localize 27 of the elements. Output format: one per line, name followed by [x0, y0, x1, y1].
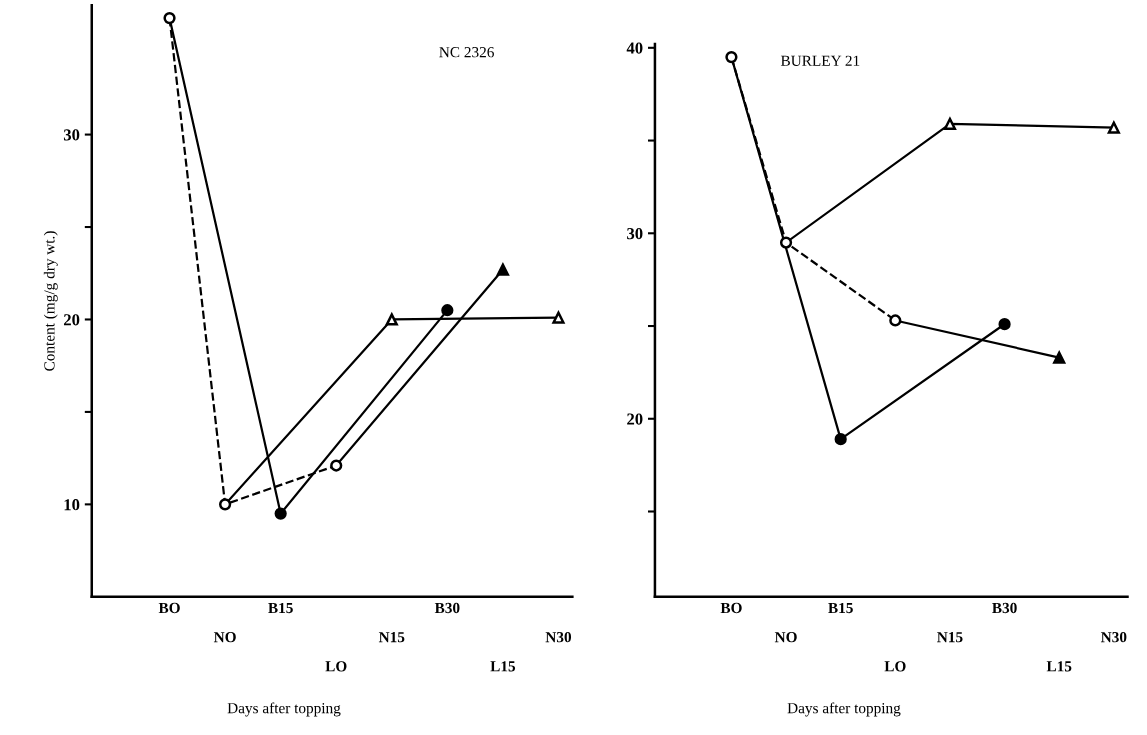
x-tick-label: B15: [828, 602, 853, 614]
x-tick-label: N15: [937, 632, 963, 643]
x-axis-title: Days after topping: [227, 702, 341, 717]
x-tick-label: B15: [268, 602, 293, 614]
y-tick-label: 40: [626, 42, 643, 54]
x-tick-label: B30: [992, 602, 1017, 614]
x-tick-label: N15: [378, 632, 405, 643]
x-tick-label: NO: [774, 632, 797, 643]
x-tick-label: N30: [545, 631, 572, 643]
text: BURLEY 21: [780, 55, 860, 66]
y-tick-label: 20: [63, 314, 80, 326]
y-axis-title: Content (mg/g dry wt.): [43, 231, 58, 371]
x-tick-label: LO: [325, 661, 347, 672]
x-tick-label: L15: [1046, 661, 1072, 672]
y-tick-label: 20: [627, 413, 643, 425]
x-tick-label: B30: [434, 602, 460, 614]
x-axis-title: Days after topping: [787, 702, 901, 717]
x-tick-label: NO: [213, 632, 236, 643]
y-tick-label: 10: [64, 499, 80, 511]
x-tick-label: L15: [490, 661, 516, 672]
x-tick-label: BO: [158, 602, 180, 614]
x-tick-label: BO: [720, 602, 742, 614]
y-tick-label: 30: [63, 129, 80, 141]
x-tick-label: N30: [1100, 631, 1127, 643]
y-tick-label: 30: [627, 227, 643, 240]
text: NC 2326: [439, 47, 494, 58]
x-tick-label: LO: [884, 661, 906, 672]
